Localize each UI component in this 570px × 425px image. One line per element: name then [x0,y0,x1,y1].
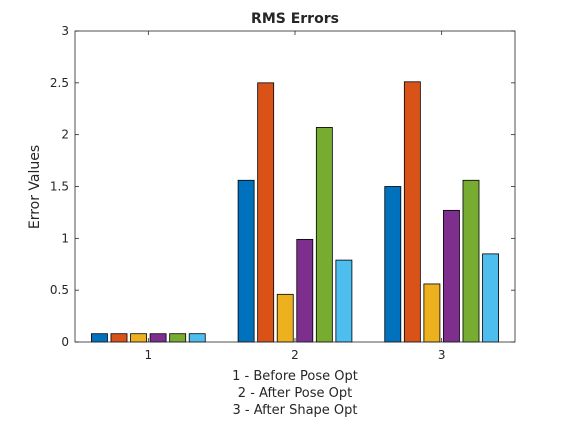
bar-series-6-cat-3 [482,253,499,343]
x-axis-label-line-2: 2 - After Pose Opt [238,386,352,401]
y-tick-label: 0.5 [50,283,69,297]
x-axis-label-line-1: 1 - Before Pose Opt [232,369,358,384]
bar-series-3-cat-2 [276,293,294,343]
bar-series-5-cat-2 [315,127,333,343]
axes-layer: 0 0.5 1 1.5 2 2.5 3 1 2 3 [50,24,516,362]
chart-title: RMS Errors [251,11,339,27]
bar-series-5-cat-1 [169,333,187,343]
y-tick-label: 1.5 [50,180,69,194]
bar-series-2-cat-1 [110,333,128,343]
bar-series-6-cat-1 [188,333,206,343]
x-axis-label-line-3: 3 - After Shape Opt [233,403,358,418]
bar-series-4-cat-2 [296,238,314,343]
x-tick-label: 3 [438,348,446,362]
bar-series-2-cat-2 [257,82,275,343]
x-tick-label: 2 [291,348,299,362]
bar-series-1-cat-2 [237,179,255,343]
y-tick-label: 1 [61,231,69,245]
bar-series-4-cat-1 [149,333,167,343]
bar-series-1-cat-1 [91,333,108,343]
x-tick-label: 1 [145,348,153,362]
bar-series-2-cat-3 [403,81,421,343]
bar-series-3-cat-3 [423,283,441,343]
bar-series-6-cat-2 [335,259,353,343]
y-tick-label: 2 [61,128,69,142]
y-tick-label: 0 [61,335,69,349]
y-axis-label: Error Values [27,145,43,229]
bar-series-4-cat-3 [443,209,460,343]
bars-layer [91,81,499,343]
bar-series-5-cat-3 [462,179,480,343]
bar-series-1-cat-3 [384,186,402,343]
y-tick-label: 2.5 [50,76,69,90]
bar-series-3-cat-1 [130,333,147,343]
y-tick-label: 3 [61,24,69,38]
